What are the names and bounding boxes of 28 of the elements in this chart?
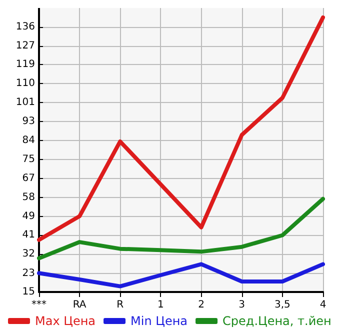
- y-tick-label: 110: [16, 78, 35, 90]
- line-series: [37, 196, 325, 260]
- y-tick-label: 32: [22, 248, 35, 260]
- y-tick-label: 101: [16, 97, 35, 108]
- y-tick-label: 75: [22, 154, 35, 165]
- x-tick-label: 3: [238, 300, 246, 310]
- x-tick-label: 1: [158, 300, 164, 310]
- line-series: [37, 15, 325, 242]
- y-tick-label: 15: [22, 286, 35, 298]
- legend-label: Max Цена: [35, 314, 96, 328]
- y-tick-label: 41: [22, 230, 35, 241]
- y-tick-label: 93: [22, 116, 35, 128]
- x-tick-label: ***: [32, 300, 46, 310]
- x-tick-label: 2: [198, 300, 204, 310]
- legend-label: Min Цена: [130, 314, 188, 328]
- y-tick-label: 49: [22, 211, 35, 222]
- y-tick-label: 136: [16, 21, 35, 32]
- y-tick-label: 23: [22, 268, 35, 280]
- x-tick-label: RA: [72, 300, 86, 310]
- y-tick-label: 127: [16, 40, 35, 52]
- x-tick-label: 4: [320, 300, 326, 310]
- y-tick-label: 58: [22, 192, 35, 203]
- x-tick-label: 3,5: [274, 300, 290, 310]
- y-tick-label: 119: [16, 59, 35, 70]
- x-tick-label: R: [116, 300, 124, 310]
- y-tick-label: 84: [22, 134, 35, 146]
- line-series: [37, 262, 325, 288]
- y-tick-label: 67: [22, 172, 35, 184]
